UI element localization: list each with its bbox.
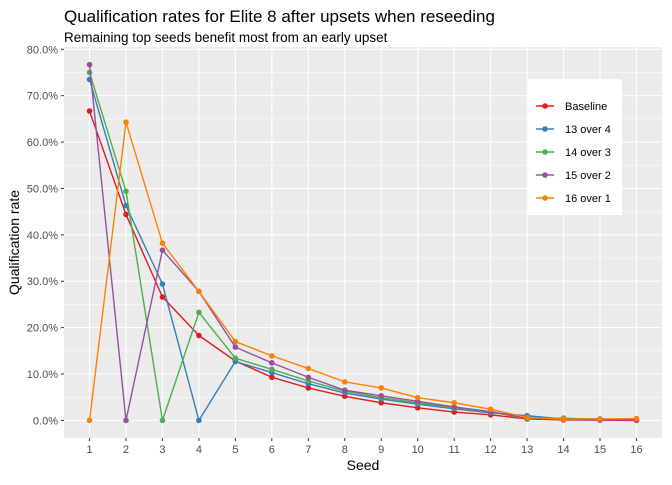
- data-point-16-over-1: [597, 416, 603, 422]
- legend-label: 16 over 1: [565, 193, 611, 205]
- data-point-baseline: [269, 374, 275, 381]
- legend-label: 13 over 4: [565, 124, 611, 136]
- y-tick-label: 40.0%: [27, 230, 58, 242]
- legend-label: 15 over 2: [565, 170, 611, 182]
- legend-item-14-over-3: 14 over 3: [536, 147, 611, 159]
- legend-background: [528, 79, 622, 215]
- data-point-15-over-2: [123, 417, 129, 424]
- legend-label: Baseline: [565, 101, 607, 113]
- x-tick-label: 7: [305, 444, 311, 456]
- data-point-15-over-2: [232, 344, 239, 350]
- x-tick-label: 11: [448, 444, 459, 456]
- x-tick-label: 12: [484, 444, 496, 456]
- y-tick-label: 30.0%: [27, 276, 58, 288]
- data-point-16-over-1: [341, 379, 348, 385]
- data-point-16-over-1: [414, 394, 421, 401]
- data-point-16-over-1: [487, 406, 494, 413]
- data-point-baseline: [305, 385, 312, 391]
- data-point-14-over-3: [123, 188, 129, 195]
- legend-item-baseline: Baseline: [536, 101, 607, 113]
- y-axis: 0.0% 10.0% 20.0% 30.0% 40.0% 50.0% 60.0% 70.0% 8…: [27, 44, 64, 427]
- data-point-16-over-1: [451, 399, 457, 406]
- data-point-15-over-2: [341, 387, 348, 394]
- data-point-14-over-3: [232, 355, 239, 362]
- series-line-16-over-1: [88, 121, 637, 421]
- x-tick-label: 16: [630, 444, 642, 456]
- data-point-16-over-1: [378, 385, 385, 391]
- data-point-14-over-3: [269, 366, 275, 373]
- x-tick-label: 13: [521, 444, 533, 456]
- data-point-15-over-2: [378, 392, 385, 399]
- data-point-16-over-1: [123, 119, 129, 125]
- data-point-16-over-1: [524, 414, 530, 421]
- y-tick-label: 60.0%: [27, 137, 58, 149]
- legend-key-point: [542, 172, 548, 178]
- y-axis-title: Qualification rate: [6, 190, 22, 295]
- y-tick-label: 70.0%: [27, 91, 58, 103]
- y-tick-label: 20.0%: [27, 323, 58, 335]
- data-point-baseline: [123, 211, 129, 218]
- legend-key-point: [542, 103, 548, 109]
- x-tick-label: 2: [123, 444, 129, 456]
- data-point-15-over-2: [86, 61, 93, 68]
- data-point-15-over-2: [451, 404, 457, 410]
- data-point-16-over-1: [560, 416, 567, 422]
- y-tick-label: 80.0%: [27, 44, 58, 56]
- legend-key-point: [542, 126, 548, 132]
- data-point-16-over-1: [269, 353, 275, 359]
- x-axis-title: Seed: [347, 457, 380, 473]
- x-axis: 1 2 3 4 5 6 7 8 9 10 11 12 13 14 15 16: [86, 438, 643, 456]
- data-point-14-over-3: [196, 309, 202, 316]
- data-point-16-over-1: [232, 338, 239, 345]
- legend-key-point: [542, 195, 548, 201]
- data-point-16-over-1: [633, 415, 640, 422]
- data-point-baseline: [159, 294, 166, 300]
- data-point-16-over-1: [196, 288, 202, 295]
- data-point-16-over-1: [305, 365, 312, 372]
- x-tick-label: 6: [269, 444, 275, 456]
- x-tick-label: 8: [342, 444, 348, 456]
- legend-key-point: [542, 149, 548, 155]
- series-layer: [86, 61, 640, 424]
- x-tick-label: 10: [412, 444, 424, 456]
- x-tick-label: 14: [557, 444, 569, 456]
- series-16-over-1: [86, 119, 640, 424]
- data-point-16-over-1: [86, 417, 93, 424]
- legend-label: 14 over 3: [565, 147, 611, 159]
- data-point-15-over-2: [305, 374, 312, 381]
- legend-item-13-over-4: 13 over 4: [536, 124, 611, 136]
- data-point-baseline: [196, 332, 202, 339]
- y-tick-label: 50.0%: [27, 183, 58, 195]
- data-point-13-over-4: [159, 281, 166, 287]
- legend-item-15-over-2: 15 over 2: [536, 170, 611, 182]
- legend-item-16-over-1: 16 over 1: [536, 193, 611, 205]
- data-point-13-over-4: [196, 417, 202, 424]
- data-point-16-over-1: [159, 240, 166, 246]
- y-tick-label: 10.0%: [27, 369, 58, 381]
- data-point-baseline: [86, 108, 93, 114]
- x-tick-label: 4: [196, 444, 202, 456]
- chart-title: Qualification rates for Elite 8 after up…: [64, 7, 495, 26]
- x-tick-label: 3: [159, 444, 165, 456]
- x-tick-label: 15: [594, 444, 606, 456]
- series-line-13-over-4: [88, 79, 637, 423]
- x-tick-label: 5: [232, 444, 238, 456]
- data-point-14-over-3: [159, 417, 166, 424]
- data-point-15-over-2: [159, 247, 166, 253]
- data-point-15-over-2: [269, 360, 275, 366]
- legend: Baseline 13 over 4 14 over 3 15 over 2 16 ov…: [528, 79, 622, 215]
- chart-subtitle: Remaining top seeds benefit most from an…: [64, 30, 388, 45]
- y-tick-label: 0.0%: [33, 415, 58, 427]
- x-tick-label: 1: [86, 444, 92, 456]
- x-tick-label: 9: [378, 444, 384, 456]
